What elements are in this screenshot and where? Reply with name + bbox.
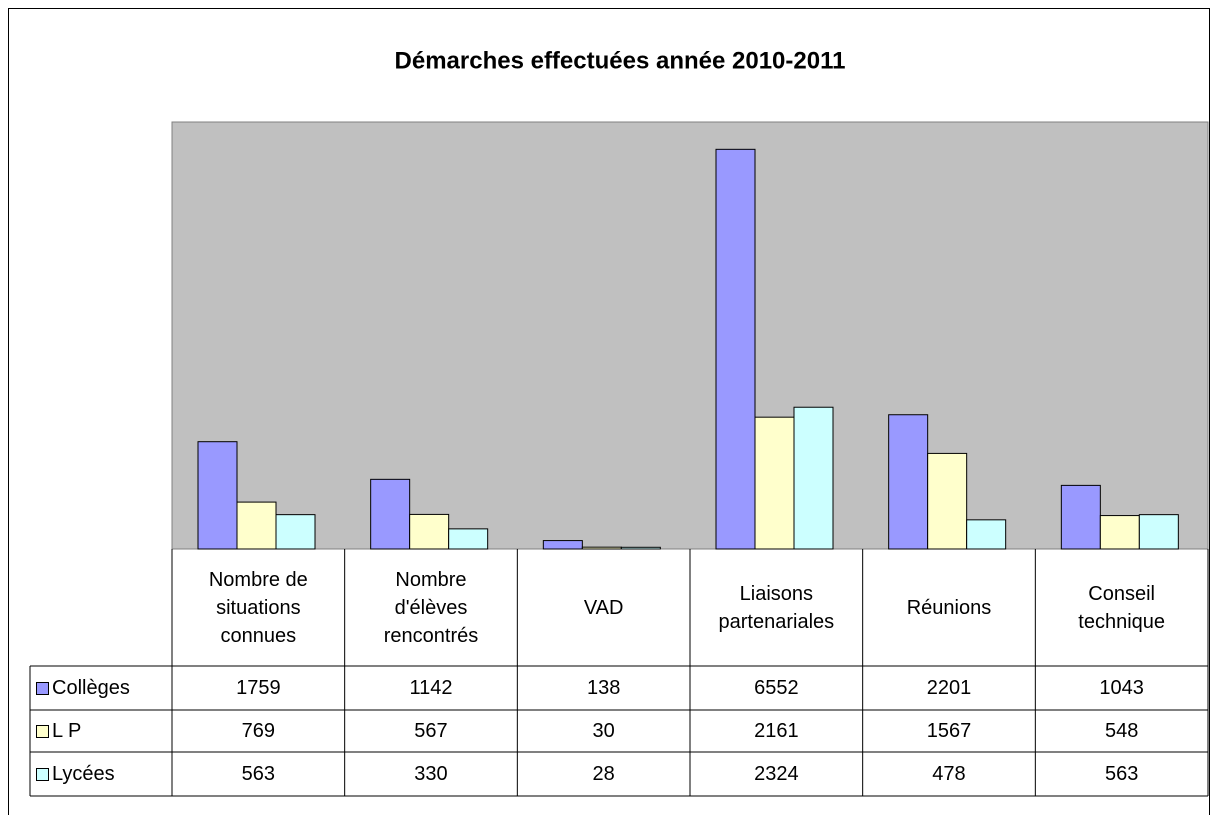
table-value: 2201 <box>926 677 972 699</box>
table-value: 138 <box>586 677 621 699</box>
category-label: Nombre d'élèves rencontrés <box>383 568 479 647</box>
legend-swatch <box>36 681 49 695</box>
legend-label: L P <box>52 720 82 742</box>
table-value: 769 <box>241 720 276 742</box>
table-value: 30 <box>592 720 615 742</box>
category-label: Conseil technique <box>1078 582 1166 633</box>
legend-label: Lycées <box>52 763 115 785</box>
category-label: VAD <box>583 596 624 619</box>
table-value: 1142 <box>409 677 453 699</box>
bar <box>754 416 795 550</box>
bar <box>409 513 450 550</box>
bar <box>448 528 489 550</box>
table-value: 2161 <box>754 720 799 742</box>
chart-title: Démarches effectuées année 2010-2011 <box>395 47 846 74</box>
legend-entry: Collèges <box>30 666 172 710</box>
plot-area <box>171 121 1209 550</box>
category-label: Réunions <box>906 596 992 619</box>
table-value: 548 <box>1104 720 1139 742</box>
table-value: 567 <box>414 720 448 742</box>
bar <box>793 406 834 550</box>
bar <box>715 148 756 550</box>
bar <box>888 414 929 550</box>
table-value: 6552 <box>754 677 799 699</box>
legend-swatch <box>36 724 49 738</box>
legend-label: Collèges <box>52 677 130 699</box>
bar <box>275 514 316 550</box>
legend-entry: L P <box>30 710 172 752</box>
bar <box>966 519 1007 550</box>
bar <box>370 478 411 550</box>
table-value: 2324 <box>754 763 799 785</box>
table-value: 1759 <box>236 677 281 699</box>
table-value: 1567 <box>926 720 972 742</box>
bar <box>1138 514 1179 550</box>
bar <box>927 452 968 550</box>
table-value: 563 <box>1104 763 1139 785</box>
bar <box>542 540 583 550</box>
category-label: Nombre de situations connues <box>208 568 308 647</box>
table-value: 28 <box>592 763 615 785</box>
bar <box>197 441 238 550</box>
legend-entry: Lycées <box>30 752 172 796</box>
category-label: Liaisons partenariales <box>718 582 835 633</box>
bar <box>236 501 277 550</box>
legend-swatch <box>36 767 49 781</box>
bar <box>1099 515 1140 550</box>
table-value: 1043 <box>1099 677 1144 699</box>
table-value: 330 <box>414 763 448 785</box>
bar <box>1060 484 1101 550</box>
table-value: 478 <box>932 763 966 785</box>
bar <box>620 546 661 550</box>
table-value: 563 <box>241 763 276 785</box>
